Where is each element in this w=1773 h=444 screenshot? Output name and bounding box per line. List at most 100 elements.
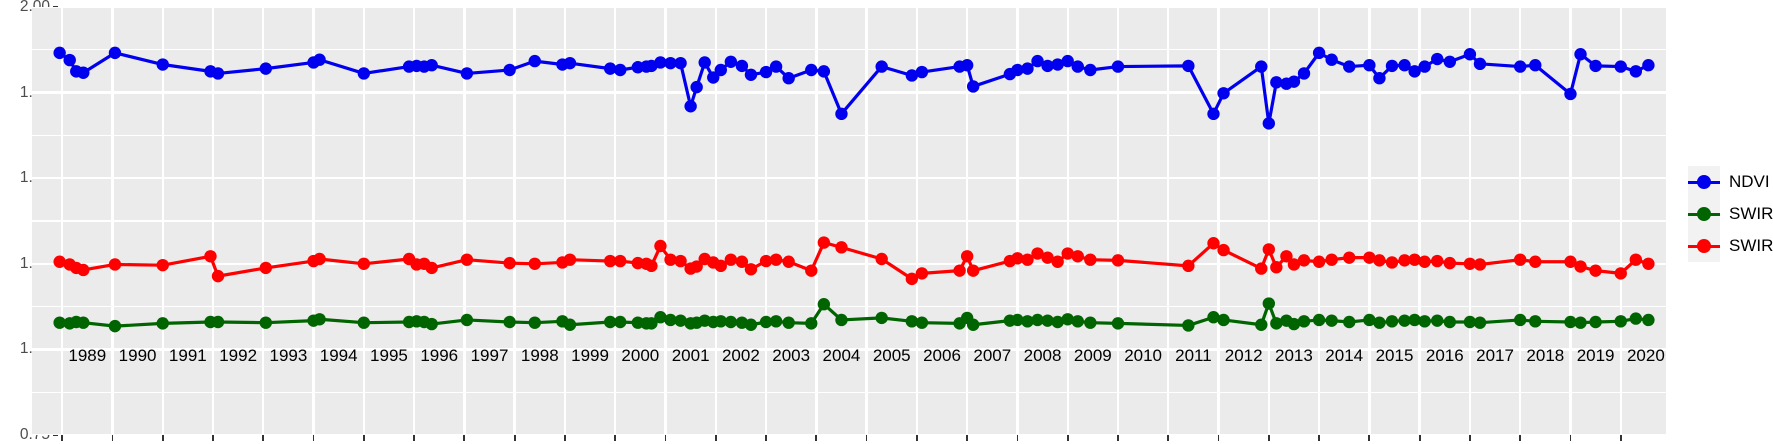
data-point — [460, 67, 474, 80]
data-point — [1071, 250, 1084, 263]
gridline-major-vertical — [1619, 7, 1622, 435]
data-point — [1408, 313, 1421, 327]
data-point — [1385, 59, 1399, 73]
x-axis-tick-mark — [1267, 435, 1270, 441]
gridline-major-horizontal — [32, 262, 1666, 265]
data-point — [1255, 318, 1268, 331]
data-point — [1270, 261, 1283, 274]
gridline-major-vertical — [1468, 7, 1472, 435]
data-point — [1270, 76, 1283, 89]
data-point — [1614, 60, 1627, 73]
data-point — [1011, 252, 1024, 265]
x-axis-tick-label: 1997 — [470, 346, 509, 365]
x-axis-tick-mark — [815, 435, 818, 441]
data-point — [744, 318, 758, 331]
data-point — [1629, 65, 1643, 78]
x-axis-tick-label: 1998 — [520, 346, 559, 365]
data-point — [1373, 316, 1386, 329]
data-point — [1473, 57, 1487, 71]
x-axis-tick-label: 1992 — [219, 346, 258, 365]
data-point — [698, 56, 711, 69]
data-point — [1589, 315, 1602, 329]
data-point — [108, 46, 122, 60]
legend: NDVI SWIR2 SWIR1 — [1688, 166, 1773, 262]
x-axis-tick-mark — [614, 435, 617, 441]
data-point — [735, 255, 749, 268]
data-point — [1262, 297, 1276, 310]
data-point — [1398, 254, 1411, 267]
data-point — [782, 255, 795, 268]
data-point — [674, 56, 687, 70]
x-axis-tick-mark — [915, 435, 918, 441]
data-point — [53, 316, 66, 329]
data-point — [664, 313, 677, 327]
data-point — [724, 315, 738, 329]
data-point — [1398, 59, 1411, 72]
gridline-major-horizontal — [32, 348, 1666, 351]
data-point — [1564, 255, 1577, 268]
data-point — [603, 254, 617, 268]
data-point — [156, 58, 169, 71]
data-point — [460, 313, 474, 327]
gridline-major-vertical — [60, 7, 64, 435]
x-axis-tick-label: 2016 — [1425, 346, 1464, 365]
gridline-major-vertical — [312, 7, 315, 435]
legend-item-swir2[interactable]: SWIR2 — [1688, 198, 1773, 230]
x-axis-tick-label: 2018 — [1526, 346, 1565, 365]
data-point — [966, 264, 980, 277]
data-point — [1363, 313, 1376, 327]
series-layer — [53, 46, 1655, 333]
data-point — [503, 256, 516, 270]
gridline-major-horizontal — [32, 433, 1666, 435]
gridline-major-horizontal — [32, 7, 1666, 9]
data-point — [707, 71, 720, 84]
data-point — [805, 317, 818, 330]
data-point — [1418, 315, 1431, 328]
x-axis-tick-mark — [413, 435, 415, 441]
x-axis-tick-label: 2014 — [1325, 346, 1364, 365]
data-point — [259, 62, 272, 75]
data-point — [875, 311, 888, 325]
x-axis-tick-mark — [714, 435, 717, 441]
data-point — [1514, 60, 1527, 73]
legend-item-ndvi[interactable]: NDVI — [1688, 166, 1773, 198]
data-point — [77, 66, 90, 79]
gridline-major-vertical — [1217, 7, 1220, 435]
data-point — [1463, 48, 1477, 61]
gridline-minor-horizontal — [32, 305, 1666, 308]
legend-key-swatch — [1688, 198, 1720, 230]
x-axis-tick-label: 2011 — [1175, 346, 1212, 365]
gridline-major-vertical — [865, 7, 868, 435]
data-point — [1270, 317, 1283, 330]
data-point — [1111, 60, 1125, 73]
x-axis-tick-label: 1999 — [571, 346, 609, 365]
legend-item-swir1[interactable]: SWIR1 — [1688, 230, 1773, 262]
data-point — [460, 253, 474, 266]
data-point — [1217, 243, 1230, 257]
data-point — [1031, 313, 1044, 327]
data-point — [63, 53, 76, 67]
x-axis-tick-label: 1989 — [68, 346, 107, 365]
data-point — [769, 253, 783, 266]
x-axis-tick-mark — [212, 435, 214, 441]
data-point — [563, 56, 577, 70]
x-axis-tick-mark — [111, 435, 114, 441]
data-point — [674, 254, 687, 268]
data-point — [1385, 256, 1399, 269]
data-point — [835, 241, 848, 254]
data-point — [1287, 258, 1301, 271]
x-axis-tick-label: 2007 — [973, 346, 1012, 365]
data-point — [1051, 58, 1064, 71]
data-point — [53, 46, 66, 60]
data-point — [674, 314, 687, 327]
data-point — [1564, 87, 1577, 101]
data-point — [1363, 251, 1376, 264]
x-axis-tick-label: 2020 — [1626, 346, 1665, 365]
data-point — [1325, 314, 1338, 327]
data-point — [614, 63, 627, 77]
data-point — [1031, 54, 1044, 68]
data-point — [684, 100, 697, 113]
data-point — [563, 318, 577, 331]
data-point — [1343, 60, 1356, 73]
data-point — [1084, 316, 1097, 329]
